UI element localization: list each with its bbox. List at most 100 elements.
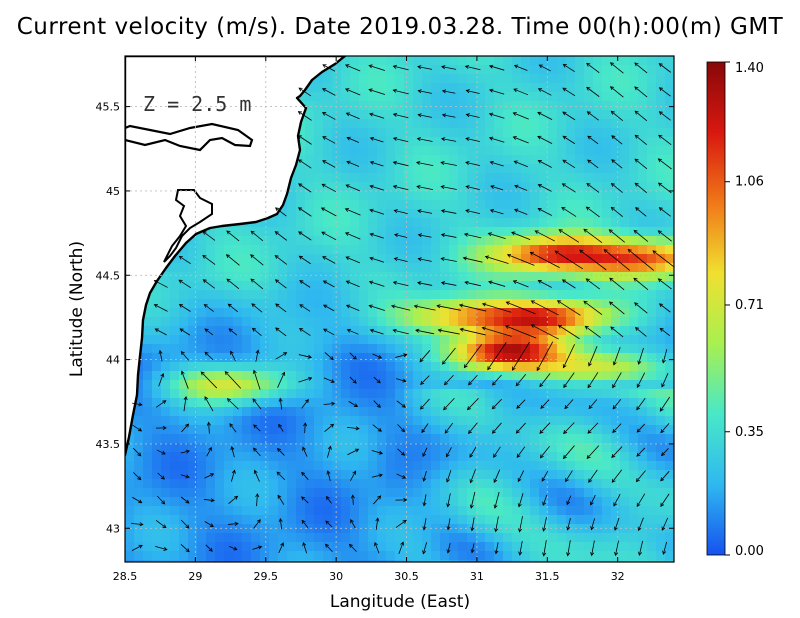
velocity-arrow xyxy=(465,65,481,71)
velocity-arrow xyxy=(277,372,285,388)
depth-label: Z = 2.5 m xyxy=(143,92,251,116)
velocity-arrow xyxy=(513,112,529,120)
velocity-arrow xyxy=(322,112,336,120)
velocity-arrow-head xyxy=(209,523,214,527)
velocity-arrow xyxy=(418,90,432,94)
velocity-arrow-head xyxy=(158,349,163,355)
velocity-arrow-head xyxy=(514,184,519,189)
velocity-arrow-head xyxy=(635,207,640,212)
velocity-arrow-head xyxy=(588,478,593,483)
velocity-arrow-head xyxy=(202,231,207,235)
velocity-arrow xyxy=(370,329,384,335)
velocity-arrow-head xyxy=(301,496,306,501)
velocity-arrow xyxy=(443,397,455,411)
velocity-arrow-head xyxy=(369,184,374,189)
velocity-arrow-head xyxy=(562,454,567,460)
velocity-arrow xyxy=(301,399,309,409)
velocity-arrow-head xyxy=(493,478,498,484)
velocity-arrow xyxy=(277,495,285,505)
velocity-arrow-head xyxy=(488,64,494,69)
velocity-arrow xyxy=(372,353,382,359)
velocity-arrow xyxy=(369,305,385,311)
velocity-arrow xyxy=(417,210,433,214)
velocity-arrow xyxy=(132,496,142,504)
velocity-arrow xyxy=(183,396,187,412)
velocity-arrow-head xyxy=(392,136,398,141)
velocity-arrow-head xyxy=(561,207,566,211)
velocity-arrow xyxy=(301,520,309,528)
velocity-arrow-head xyxy=(658,63,663,67)
velocity-arrow-head xyxy=(634,158,639,163)
velocity-arrow-head xyxy=(658,134,663,139)
velocity-arrow-head xyxy=(180,351,185,356)
velocity-arrow-head xyxy=(511,366,516,371)
velocity-arrow-head xyxy=(440,257,445,262)
velocity-arrow xyxy=(468,422,478,434)
velocity-arrow-head xyxy=(586,86,591,91)
velocity-arrow-head xyxy=(283,352,288,356)
velocity-arrow xyxy=(459,304,487,312)
velocity-arrow xyxy=(299,304,311,312)
velocity-arrow-head xyxy=(608,229,613,234)
velocity-arrow xyxy=(538,184,552,192)
velocity-arrow xyxy=(661,373,669,387)
velocity-arrow xyxy=(323,377,335,383)
velocity-arrow-head xyxy=(469,453,474,458)
velocity-arrow-head xyxy=(583,300,588,305)
y-tick-label: 45.5 xyxy=(96,101,121,114)
velocity-arrow xyxy=(345,64,361,72)
velocity-arrow xyxy=(322,64,336,72)
velocity-arrow-head xyxy=(603,249,608,253)
velocity-arrow xyxy=(345,232,361,240)
velocity-arrow xyxy=(345,256,361,264)
velocity-arrow xyxy=(420,375,430,385)
velocity-arrow xyxy=(613,346,621,366)
velocity-arrow xyxy=(231,446,235,458)
velocity-arrow xyxy=(418,114,432,118)
velocity-arrow xyxy=(322,160,336,168)
velocity-arrow xyxy=(275,279,287,289)
velocity-arrow-head xyxy=(417,257,422,262)
velocity-arrow-head xyxy=(530,324,535,329)
velocity-arrow xyxy=(516,446,526,458)
velocity-arrow xyxy=(585,278,601,290)
velocity-arrow-head xyxy=(489,208,495,213)
velocity-arrow xyxy=(658,158,672,170)
velocity-arrow-head xyxy=(636,383,641,389)
velocity-arrow-head xyxy=(612,384,616,389)
velocity-arrow-head xyxy=(153,304,158,308)
velocity-arrow xyxy=(372,424,382,432)
velocity-arrow-head xyxy=(422,526,427,531)
velocity-arrow-head xyxy=(415,160,421,165)
velocity-arrow xyxy=(154,280,168,288)
velocity-arrow xyxy=(132,447,142,457)
velocity-arrow xyxy=(603,249,631,271)
velocity-arrow-head xyxy=(541,477,546,482)
velocity-arrow-head xyxy=(344,232,350,236)
velocity-arrow-head xyxy=(369,112,374,117)
velocity-arrow xyxy=(423,470,427,482)
velocity-arrow-head xyxy=(255,349,260,354)
velocity-arrow-head xyxy=(352,379,357,384)
velocity-arrow-head xyxy=(530,300,535,305)
velocity-arrow-head xyxy=(400,451,406,456)
velocity-arrow-head xyxy=(463,232,469,237)
velocity-arrow xyxy=(419,350,431,362)
velocity-arrow xyxy=(350,471,356,481)
velocity-arrow-head xyxy=(402,519,407,524)
velocity-arrow xyxy=(442,90,456,94)
velocity-arrow-head xyxy=(440,185,445,190)
velocity-arrow xyxy=(583,228,603,244)
velocity-arrow xyxy=(636,470,646,482)
velocity-arrow-head xyxy=(251,327,256,332)
velocity-arrow xyxy=(298,231,312,241)
velocity-arrow-head xyxy=(661,383,665,388)
velocity-arrow xyxy=(228,496,238,504)
velocity-arrow xyxy=(398,542,404,554)
velocity-arrow-head xyxy=(278,517,283,523)
velocity-arrow xyxy=(538,280,552,288)
velocity-arrow-head xyxy=(470,527,475,532)
velocity-arrow xyxy=(659,396,671,412)
velocity-arrow xyxy=(346,137,360,143)
velocity-arrow xyxy=(347,426,359,430)
